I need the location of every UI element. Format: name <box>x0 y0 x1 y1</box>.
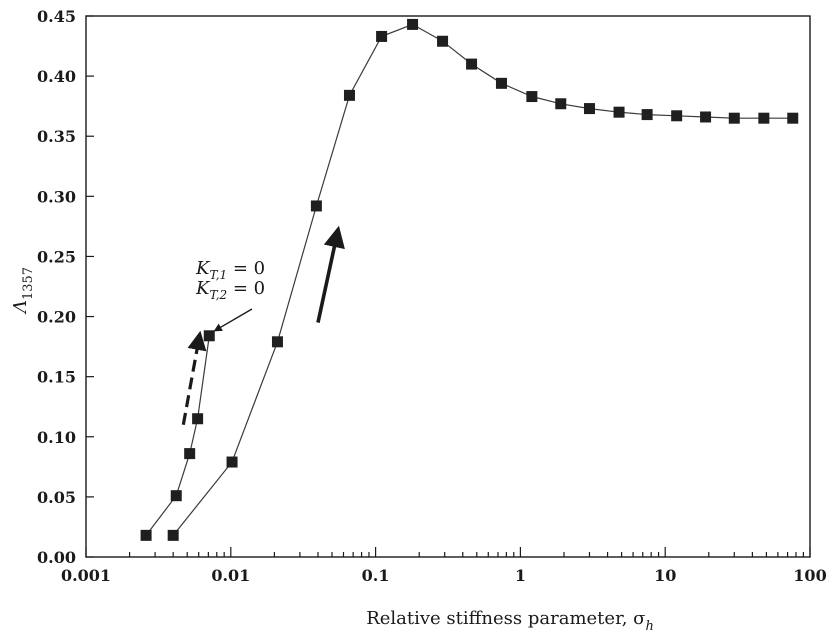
series-layer <box>140 18 799 541</box>
y-tick-label: 0.00 <box>37 548 76 567</box>
solid-arrow <box>316 225 345 323</box>
y-tick-label: 0.35 <box>37 127 76 146</box>
series-2-point <box>700 111 712 123</box>
series-2-point <box>226 456 238 468</box>
series-1-point <box>184 448 196 460</box>
x-tick-label: 100 <box>793 566 826 585</box>
annotation-kt1: KT,1 = 0 <box>195 258 265 282</box>
x-tick-label: 0.01 <box>211 566 250 585</box>
series-2-point <box>555 98 567 110</box>
y-tick-label: 0.30 <box>37 187 76 206</box>
series-2-point <box>526 91 538 103</box>
x-tick-label: 0.001 <box>61 566 111 585</box>
series-2-point <box>641 109 653 121</box>
y-tick-label: 0.25 <box>37 247 76 266</box>
y-tick-label: 0.40 <box>37 67 76 86</box>
series-2-point <box>671 110 683 122</box>
series-1-point <box>203 330 215 342</box>
x-tick-label: 10 <box>654 566 676 585</box>
annotation-pointer-arrow <box>213 308 253 332</box>
series-line-1 <box>145 335 210 536</box>
y-tick-label: 0.10 <box>37 428 76 447</box>
series-2-point <box>758 112 770 124</box>
series-2-point <box>728 112 740 124</box>
x-tick-label: 0.1 <box>362 566 390 585</box>
series-2-point <box>271 336 283 348</box>
x-axis-ticks: 0.001 0.01 0.1 1 10 100 <box>61 547 827 585</box>
y-axis-ticks: 0.00 0.05 0.10 0.15 0.20 0.25 0.30 0.35 0.40 0.45 <box>37 7 94 567</box>
y-tick-label: 0.45 <box>37 7 76 26</box>
series-2-point <box>343 89 355 101</box>
series-2-point <box>437 35 449 47</box>
series-2-point <box>787 112 799 124</box>
series-2-point <box>310 200 322 212</box>
series-1-point <box>140 529 152 541</box>
series-2-point <box>495 77 507 89</box>
series-2-point <box>407 18 419 30</box>
x-tick-label: 1 <box>515 566 526 585</box>
series-2-point <box>376 30 388 42</box>
series-2-point <box>583 103 595 115</box>
series-2-point <box>167 529 179 541</box>
y-tick-label: 0.15 <box>37 368 76 387</box>
series-2-point <box>466 58 478 70</box>
plot-frame <box>85 15 811 558</box>
series-line-2 <box>172 23 793 536</box>
x-axis-title: Relative stiffness parameter, σh <box>366 608 654 634</box>
series-1-point <box>192 413 204 425</box>
annotation-kt2: KT,2 = 0 <box>195 278 265 302</box>
y-tick-label: 0.20 <box>37 308 76 327</box>
y-tick-label: 0.05 <box>37 488 76 507</box>
series-2-point <box>613 106 625 118</box>
dashed-arrow <box>181 330 207 426</box>
series-1-point <box>170 490 182 502</box>
arrows-layer <box>181 225 345 426</box>
y-axis-title: Λ1357 <box>10 267 36 315</box>
